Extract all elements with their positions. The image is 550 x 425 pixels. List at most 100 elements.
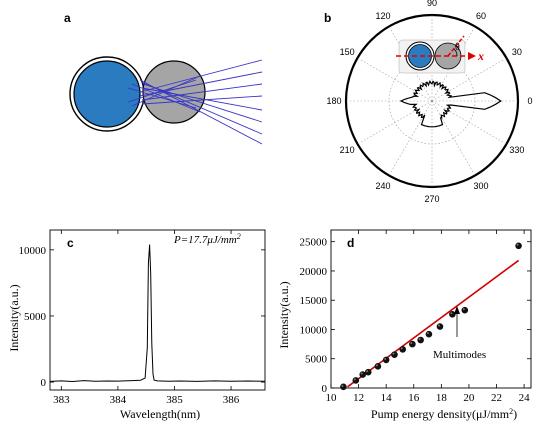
light-ray (127, 79, 197, 103)
data-point-highlight (437, 324, 440, 327)
data-point (409, 340, 416, 348)
y-tick-label: 10000 (19, 245, 47, 257)
data-point-highlight (341, 384, 344, 387)
data-point (382, 356, 390, 364)
x-tick-label: 20 (463, 392, 475, 404)
light-ray (139, 59, 263, 93)
threshold-y-axis-title: Intensity(a.u.) (277, 281, 291, 348)
data-point-highlight (516, 243, 519, 246)
inset-angle-line (447, 35, 465, 57)
spectrum-chart: 383 384 385 386 0 5000 10000 P=17.7μJ/mm2 Wave… (7, 229, 266, 421)
data-point-highlight (426, 332, 429, 335)
polar-angle-label: 210 (340, 145, 355, 155)
polar-spoke (388, 100, 433, 176)
data-point (417, 336, 424, 344)
light-ray (141, 95, 263, 105)
data-point-highlight (360, 372, 363, 375)
y-tick-label: 0 (322, 383, 328, 395)
data-point (391, 351, 398, 358)
x-tick-label: 10 (326, 392, 338, 404)
light-rays-overlay (127, 59, 263, 145)
y-tick-label: 0 (41, 377, 47, 389)
data-point (374, 363, 382, 370)
x-tick-label: 12 (353, 392, 364, 404)
light-ray (139, 71, 263, 97)
light-ray (131, 83, 201, 113)
y-tick-label: 15000 (300, 295, 328, 307)
polar-angle-label: 90 (427, 0, 437, 8)
polar-angle-label: 120 (375, 11, 390, 21)
data-point-highlight (418, 338, 421, 341)
y-tick-label: 5000 (24, 311, 47, 323)
spectrum-plot-frame (49, 229, 266, 391)
polar-plot: 0 30 60 90 120 150 180 210 240 270 300 330 θ x (326, 0, 532, 204)
panel-a-illustration (69, 56, 263, 145)
x-tick-label: 18 (436, 392, 448, 404)
x-tick-label: 384 (110, 394, 127, 406)
multimodes-label: Multimodes (433, 349, 486, 361)
polar-angle-label: 330 (509, 145, 524, 155)
data-point (425, 330, 433, 338)
threshold-x-axis-title: Pump energy density(μJ/mm2) (371, 407, 517, 422)
panel-label-d: d (347, 236, 354, 250)
polar-spoke (431, 100, 507, 145)
inset-angle-arc (453, 48, 458, 57)
data-point (461, 306, 469, 314)
light-ray (131, 75, 201, 107)
x-tick-label: 386 (223, 394, 240, 406)
data-point-highlight (410, 342, 413, 345)
polar-spoke (357, 57, 433, 102)
y-tick-label: 20000 (300, 266, 328, 278)
panel-label-b: b (324, 11, 331, 25)
data-point (515, 242, 522, 250)
data-point-highlight (392, 352, 395, 355)
data-point-highlight (462, 308, 465, 311)
data-point (436, 323, 444, 330)
x-tick-label: 385 (166, 394, 183, 406)
polar-outer-ring (344, 13, 520, 189)
data-point (399, 346, 407, 353)
multimodes-arrowhead (454, 306, 460, 314)
spectrum-y-axis-title: Intensity(a.u.) (7, 284, 21, 351)
polar-emission-trace (399, 80, 502, 128)
x-tick-label: 24 (519, 392, 531, 404)
data-point-highlight (375, 364, 378, 367)
x-tick-label: 16 (408, 392, 420, 404)
threshold-points (340, 242, 522, 391)
polar-spoke (357, 100, 433, 145)
polar-angle-label: 240 (375, 181, 390, 191)
light-ray (141, 83, 263, 101)
x-axis-label: x (477, 49, 484, 63)
data-point-highlight (366, 370, 369, 373)
y-tick-label: 10000 (300, 324, 328, 336)
theta-label: θ (455, 42, 460, 53)
y-tick-label: 5000 (305, 354, 328, 366)
spectrum-x-axis-title: Wavelength(nm) (120, 407, 200, 421)
polar-angle-label: 0 (527, 96, 532, 106)
light-ray (127, 87, 197, 109)
threshold-plot-frame (330, 229, 532, 389)
polar-angle-label: 30 (512, 47, 522, 57)
inset-x-arrowhead (468, 52, 476, 60)
polar-spoke (431, 57, 507, 102)
polar-spoke (431, 100, 476, 176)
linear-fit-line (347, 259, 520, 388)
data-point-highlight (353, 378, 356, 381)
data-point (364, 368, 372, 376)
polar-angle-label: 270 (424, 194, 439, 204)
panel-label-a: a (64, 11, 71, 25)
data-point-highlight (400, 347, 403, 350)
light-ray (139, 79, 263, 145)
large-blue-disk (73, 60, 141, 128)
polar-angle-label: 180 (326, 96, 341, 106)
spectrum-annotation: P=17.7μJ/mm2 (173, 232, 241, 247)
y-tick-label: 25000 (300, 237, 328, 249)
spectrum-ticks: 383 384 385 386 0 5000 10000 (19, 230, 265, 406)
panel-label-c: c (67, 236, 74, 250)
spectrum-line (49, 244, 266, 383)
polar-angle-label: 60 (476, 11, 486, 21)
threshold-ticks: 10 12 14 16 18 20 22 24 0 5000 10000 15000 20000 2500… (300, 230, 531, 404)
data-point-highlight (450, 312, 453, 315)
polar-angle-label: 150 (340, 47, 355, 57)
